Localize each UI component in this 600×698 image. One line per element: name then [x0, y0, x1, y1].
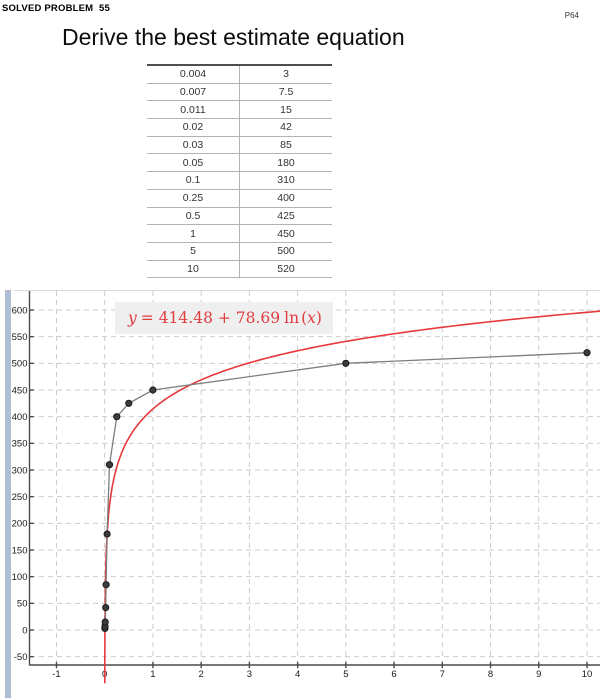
equation-lhs: y: [128, 309, 137, 327]
table-cell-y: 7.5: [239, 83, 332, 101]
table-cell-x: 0.25: [182, 192, 204, 205]
x-axis-labels: -1 0 1 2 3 4 5 6 7 8 9 10: [52, 669, 592, 680]
y-tick-label: 50: [17, 599, 28, 610]
table-row: 0.05 180: [147, 154, 332, 173]
x-tick-label: 1: [150, 669, 155, 680]
equation-open-paren: (: [301, 309, 308, 327]
x-tick-label: 3: [247, 669, 252, 680]
x-tick-label: 6: [391, 669, 396, 680]
table-cell-x: 10: [187, 262, 199, 275]
table-row: 0.03 85: [147, 136, 332, 155]
table-row: 1 450: [147, 225, 332, 243]
page-title: Derive the best estimate equation: [62, 24, 405, 50]
table-row: 0.5 425: [147, 207, 332, 226]
x-tick-label: 7: [440, 669, 445, 680]
table-cell-x: 0.004: [179, 68, 207, 81]
table-cell-x: 0.011: [180, 103, 206, 116]
table-cell-y: 400: [239, 189, 332, 207]
data-point: [102, 604, 110, 612]
table-cell-x: 0.5: [185, 209, 201, 222]
table-row: 0.25 400: [147, 189, 332, 208]
data-point: [113, 413, 121, 421]
table-cell-y: 425: [239, 207, 332, 225]
x-tick-label: 2: [199, 669, 204, 680]
y-tick-label: 400: [12, 412, 28, 423]
table-cell-x: 0.03: [182, 139, 204, 152]
table-cell-x: 0.05: [182, 156, 204, 169]
y-tick-label: 150: [12, 545, 28, 556]
data-point: [125, 399, 133, 407]
x-tick-label: 10: [582, 669, 593, 680]
table-cell-x: 0.1: [185, 174, 201, 187]
y-tick-label: -50: [14, 652, 28, 663]
table-cell-x: 5: [190, 245, 196, 258]
data-table: 0.004 3 0.007 7.5 0.011 15 0.02 42 0.03 85 0.05 180…: [147, 64, 332, 279]
y-tick-label: 600: [12, 305, 28, 316]
y-tick-label: 200: [12, 519, 28, 530]
table-cell-x: 0.007: [179, 86, 207, 99]
x-tick-label: 8: [488, 669, 493, 680]
equation-arg: x: [307, 309, 316, 327]
y-tick-label: 100: [12, 572, 28, 583]
y-tick-label: 250: [12, 492, 28, 503]
equation-rhs: = 414.48 + 78.69: [140, 309, 281, 327]
data-point: [103, 530, 111, 538]
table-row: 0.004 3: [147, 66, 332, 84]
fit-equation-label: y = 414.48 + 78.69 ln(x): [115, 302, 333, 334]
table-cell-y: 450: [239, 225, 332, 242]
data-points: [101, 349, 591, 632]
table-cell-y: 310: [239, 172, 332, 189]
table-row: 5 500: [147, 242, 332, 261]
data-point: [342, 359, 350, 367]
y-tick-label: 0: [22, 625, 27, 636]
x-tick-label: 5: [343, 669, 348, 680]
table-row: 0.1 310: [147, 172, 332, 190]
data-point: [149, 386, 157, 394]
equation-close-paren: ): [315, 309, 322, 327]
data-point: [102, 581, 110, 589]
equation-func: ln: [284, 309, 300, 327]
x-tick-label: -1: [52, 669, 60, 680]
table-cell-y: 85: [239, 136, 332, 154]
data-point: [101, 618, 109, 626]
chart-canvas: -50050100150200250300350400450500550600-…: [5, 290, 600, 698]
page-reference: P64: [564, 11, 579, 20]
y-tick-label: 350: [12, 439, 28, 450]
y-tick-label: 550: [12, 332, 28, 343]
table-row: 0.02 42: [147, 119, 332, 137]
y-tick-label: 450: [12, 385, 28, 396]
table-cell-y: 3: [239, 66, 332, 83]
chart-panel: -50 0 50 100 150 200 250 300 350 400 450 500 550 600-…: [0, 288, 600, 698]
table-cell-x: 1: [190, 227, 196, 240]
table-row: 10 520: [147, 260, 332, 279]
x-tick-label: 9: [536, 669, 541, 680]
data-point: [583, 349, 591, 357]
x-tick-label: 4: [295, 669, 300, 680]
y-tick-label: 300: [12, 465, 28, 476]
table-cell-y: 500: [239, 242, 332, 260]
table-row: 0.007 7.5: [147, 83, 332, 102]
y-tick-label: 500: [12, 359, 28, 370]
y-axis-labels: -50 0 50 100 150 200 250 300 350 400 450 500 550 600: [12, 305, 28, 663]
table-cell-y: 180: [239, 154, 332, 172]
table-cell-y: 520: [239, 260, 332, 278]
problem-kicker: SOLVED PROBLEM 55: [2, 3, 110, 14]
table-cell-x: 0.02: [182, 121, 204, 134]
table-cell-y: 15: [239, 101, 332, 119]
table-row: 0.011 15: [147, 101, 332, 120]
data-point: [105, 461, 114, 469]
table-cell-y: 42: [239, 119, 332, 136]
window-edge-strip: [5, 290, 11, 698]
